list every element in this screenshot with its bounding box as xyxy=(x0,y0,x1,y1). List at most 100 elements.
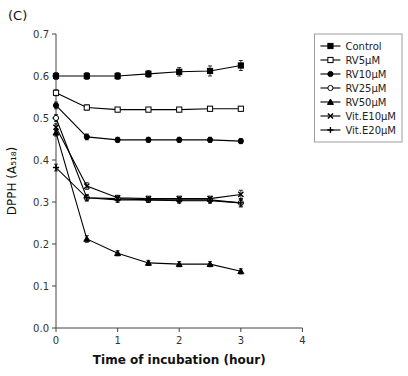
y-tick-label: 0.1 xyxy=(33,281,49,292)
point xyxy=(207,198,213,204)
legend-marker xyxy=(327,99,333,104)
point xyxy=(238,63,243,68)
y-tick xyxy=(52,202,56,203)
y-tick-label: 0.7 xyxy=(33,29,49,40)
point xyxy=(207,68,212,73)
error-bar xyxy=(116,251,120,256)
legend-marker xyxy=(328,85,333,90)
point xyxy=(84,105,89,110)
point xyxy=(177,137,182,142)
x-tick-label: 0 xyxy=(53,335,59,346)
legend-marker xyxy=(328,43,333,48)
point xyxy=(53,73,58,78)
series-line xyxy=(56,168,241,203)
point xyxy=(53,90,58,95)
y-tick xyxy=(52,34,56,35)
y-tick-label: 0.5 xyxy=(33,113,49,124)
point xyxy=(115,107,120,112)
point xyxy=(176,261,182,266)
error-bar xyxy=(146,108,150,112)
x-tick-label: 1 xyxy=(114,335,120,346)
point xyxy=(207,261,213,266)
y-tick xyxy=(52,328,56,329)
error-bar xyxy=(85,236,89,243)
legend-marker xyxy=(328,57,333,62)
error-bar xyxy=(85,183,89,190)
series xyxy=(53,124,243,201)
y-tick-label: 0.3 xyxy=(33,197,49,208)
y-tick-label: 0.6 xyxy=(33,71,49,82)
error-bar xyxy=(208,107,212,111)
legend-marker xyxy=(328,71,333,76)
y-tick xyxy=(52,160,56,161)
point xyxy=(238,200,243,205)
point xyxy=(238,139,243,144)
background xyxy=(0,0,408,376)
plot-area xyxy=(53,60,244,273)
point xyxy=(53,125,58,130)
point xyxy=(238,106,243,111)
point xyxy=(115,250,121,255)
x-tick xyxy=(302,328,303,332)
point xyxy=(177,69,182,74)
y-tick-label: 0.2 xyxy=(33,239,49,250)
error-bar xyxy=(177,262,181,267)
point xyxy=(207,137,212,142)
error-bar xyxy=(239,107,243,111)
point xyxy=(115,137,120,142)
error-bar xyxy=(146,260,150,265)
error-bar xyxy=(116,137,120,142)
error-bar xyxy=(208,137,212,142)
point xyxy=(84,73,89,78)
error-bar xyxy=(239,190,243,198)
error-bar xyxy=(146,137,150,142)
legend-label: RV25μM xyxy=(345,83,386,94)
x-tick xyxy=(240,328,241,332)
series xyxy=(53,164,244,207)
y-axis-label: DPPH (A₅₁₈) xyxy=(5,147,19,216)
error-bar xyxy=(239,139,243,144)
error-bar xyxy=(54,124,58,131)
series xyxy=(53,60,243,79)
error-bar xyxy=(54,115,58,122)
series-line xyxy=(56,105,241,141)
series xyxy=(53,129,244,273)
point xyxy=(146,107,151,112)
point xyxy=(115,73,120,78)
error-bar xyxy=(116,108,120,112)
error-bar xyxy=(208,262,212,267)
point xyxy=(145,260,151,265)
y-tick-label: 0.0 xyxy=(33,323,49,334)
legend-label: Vit.E20μM xyxy=(345,125,396,136)
point xyxy=(146,137,151,142)
point xyxy=(84,195,90,201)
x-tick-label: 2 xyxy=(176,335,182,346)
error-bar xyxy=(177,108,181,112)
error-bar xyxy=(146,71,150,78)
series-line xyxy=(56,118,241,203)
point xyxy=(238,200,244,206)
point xyxy=(114,197,120,203)
x-tick xyxy=(117,328,118,332)
error-bar xyxy=(177,137,181,142)
series-line xyxy=(56,133,241,272)
point xyxy=(53,164,59,170)
x-tick xyxy=(179,328,180,332)
x-tick xyxy=(56,328,57,332)
point xyxy=(53,115,58,120)
x-tick-label: 3 xyxy=(238,335,244,346)
point xyxy=(238,192,243,197)
error-bar xyxy=(85,134,89,140)
point xyxy=(145,197,151,203)
title: (C) xyxy=(8,8,27,23)
y-tick xyxy=(52,286,56,287)
error-bar xyxy=(54,73,58,80)
legend-marker xyxy=(327,127,333,133)
point xyxy=(53,103,58,108)
point xyxy=(177,107,182,112)
error-bar xyxy=(85,105,89,110)
series xyxy=(53,90,243,112)
error-bar xyxy=(54,90,58,96)
series-line xyxy=(56,127,241,198)
point xyxy=(176,198,182,204)
